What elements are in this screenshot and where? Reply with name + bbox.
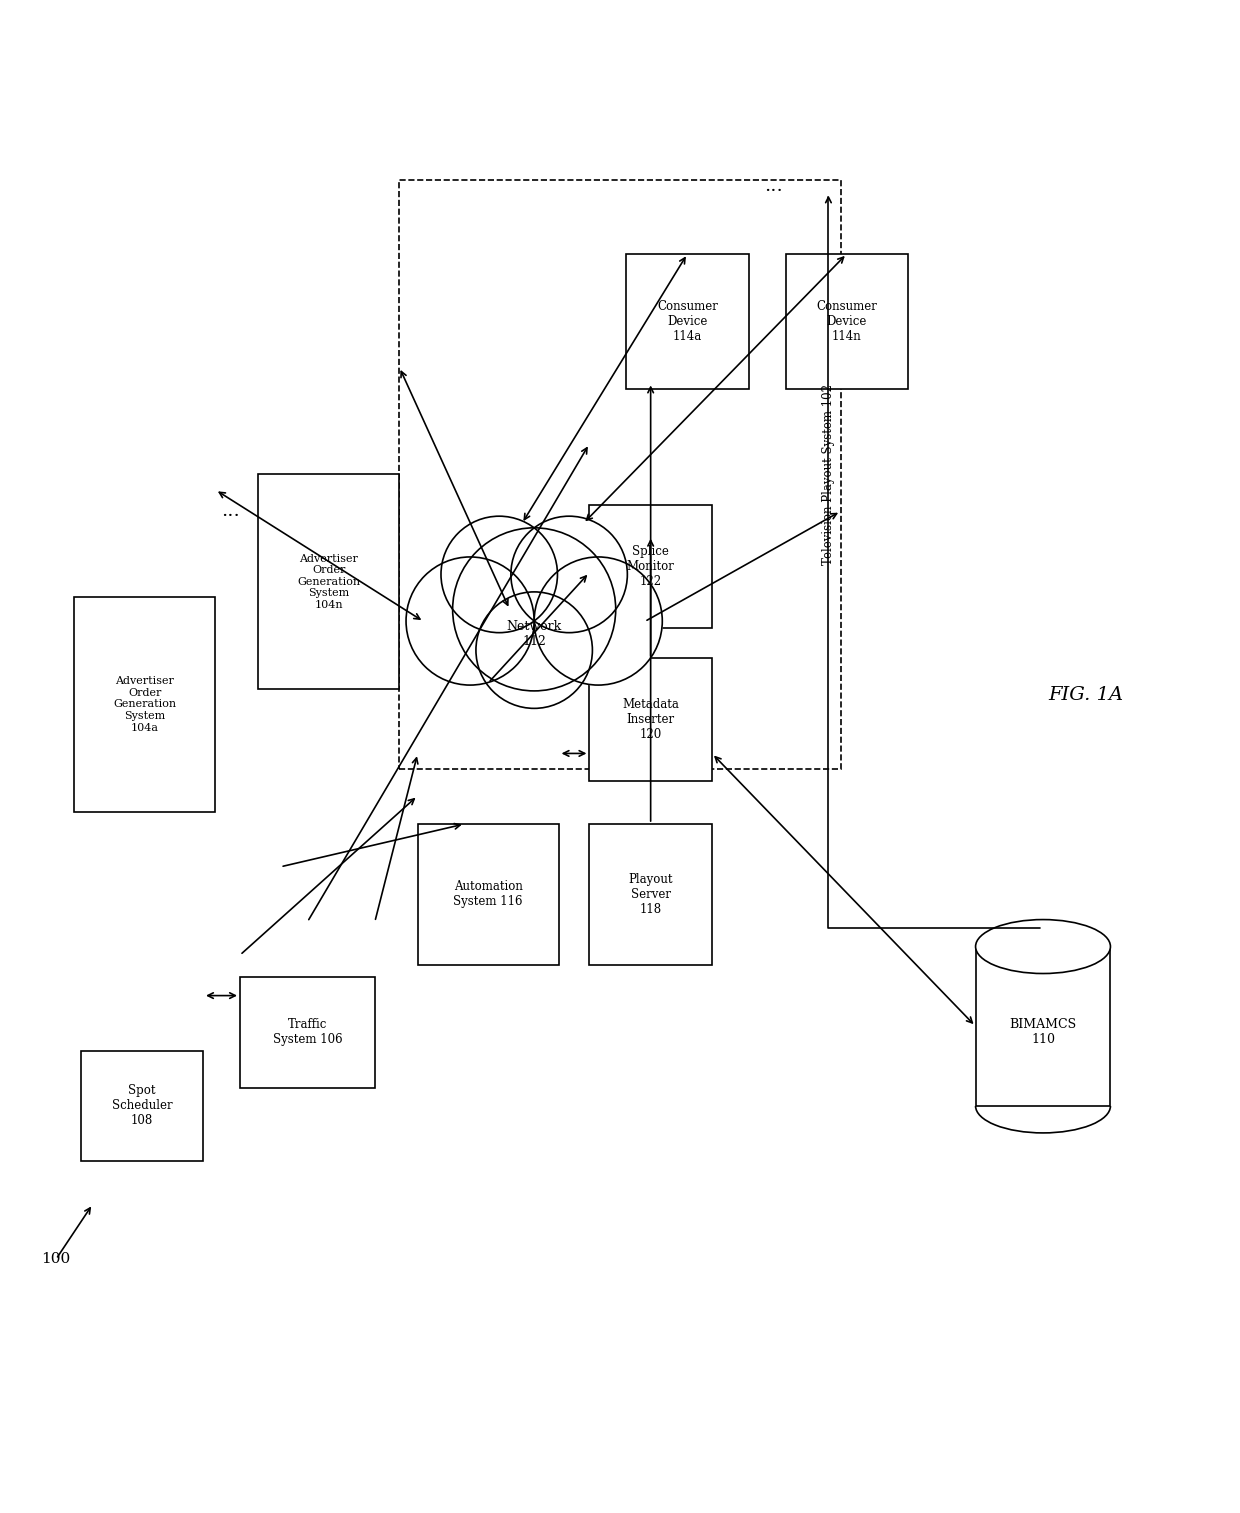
Circle shape xyxy=(534,557,662,685)
Text: Traffic
System 106: Traffic System 106 xyxy=(273,1018,342,1047)
Text: Consumer
Device
114a: Consumer Device 114a xyxy=(657,300,718,343)
FancyBboxPatch shape xyxy=(626,254,749,389)
Text: FIG. 1A: FIG. 1A xyxy=(1048,687,1123,704)
Text: Network
112: Network 112 xyxy=(507,620,562,648)
Circle shape xyxy=(453,528,616,691)
Text: Metadata
Inserter
120: Metadata Inserter 120 xyxy=(622,697,680,741)
Text: Splice
Monitor
122: Splice Monitor 122 xyxy=(626,545,675,589)
Text: Advertiser
Order
Generation
System
104n: Advertiser Order Generation System 104n xyxy=(298,554,361,610)
FancyBboxPatch shape xyxy=(74,598,216,811)
FancyBboxPatch shape xyxy=(785,254,908,389)
Text: 100: 100 xyxy=(41,1253,71,1266)
FancyBboxPatch shape xyxy=(589,505,712,628)
Text: Playout
Server
118: Playout Server 118 xyxy=(629,873,673,915)
FancyBboxPatch shape xyxy=(418,825,559,965)
FancyBboxPatch shape xyxy=(258,475,399,688)
Ellipse shape xyxy=(976,920,1111,973)
Text: ...: ... xyxy=(221,502,241,520)
Text: Television Playout System 102: Television Playout System 102 xyxy=(822,384,835,564)
Bar xyxy=(976,947,1111,1106)
FancyBboxPatch shape xyxy=(81,1050,203,1160)
Text: BIMAMCS
110: BIMAMCS 110 xyxy=(1009,1018,1076,1047)
Circle shape xyxy=(511,516,627,632)
Text: Spot
Scheduler
108: Spot Scheduler 108 xyxy=(112,1085,172,1127)
Text: Automation
System 116: Automation System 116 xyxy=(454,881,523,908)
Circle shape xyxy=(476,592,593,708)
Circle shape xyxy=(405,557,534,685)
FancyBboxPatch shape xyxy=(239,977,374,1088)
Text: ...: ... xyxy=(764,177,782,195)
Circle shape xyxy=(441,516,558,632)
FancyBboxPatch shape xyxy=(589,825,712,965)
Text: Advertiser
Order
Generation
System
104a: Advertiser Order Generation System 104a xyxy=(113,676,176,732)
Text: Consumer
Device
114n: Consumer Device 114n xyxy=(816,300,877,343)
FancyBboxPatch shape xyxy=(589,658,712,781)
FancyBboxPatch shape xyxy=(399,180,841,769)
